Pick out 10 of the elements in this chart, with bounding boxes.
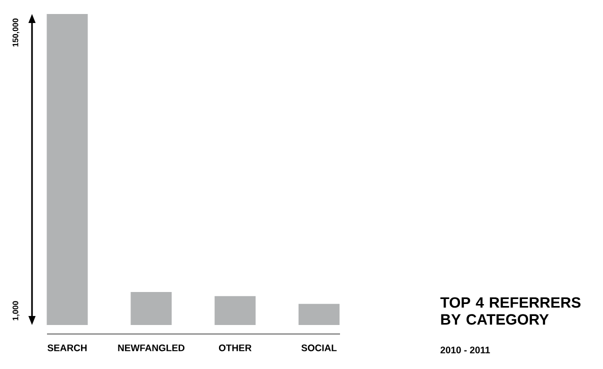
bar bbox=[130, 292, 172, 325]
bar bbox=[46, 14, 88, 325]
text: TOP 4 REFERRERS BY CATEGORY bbox=[440, 297, 580, 325]
bar bbox=[214, 296, 256, 325]
bar bbox=[298, 304, 340, 325]
x-tick-label: SEARCH bbox=[48, 344, 87, 352]
x-tick-label: NEWFANGLED bbox=[118, 344, 184, 352]
x-tick-label: OTHER bbox=[218, 344, 252, 352]
text: 2010 - 2011 bbox=[440, 346, 490, 354]
x-tick-label: SOCIAL bbox=[301, 344, 337, 352]
